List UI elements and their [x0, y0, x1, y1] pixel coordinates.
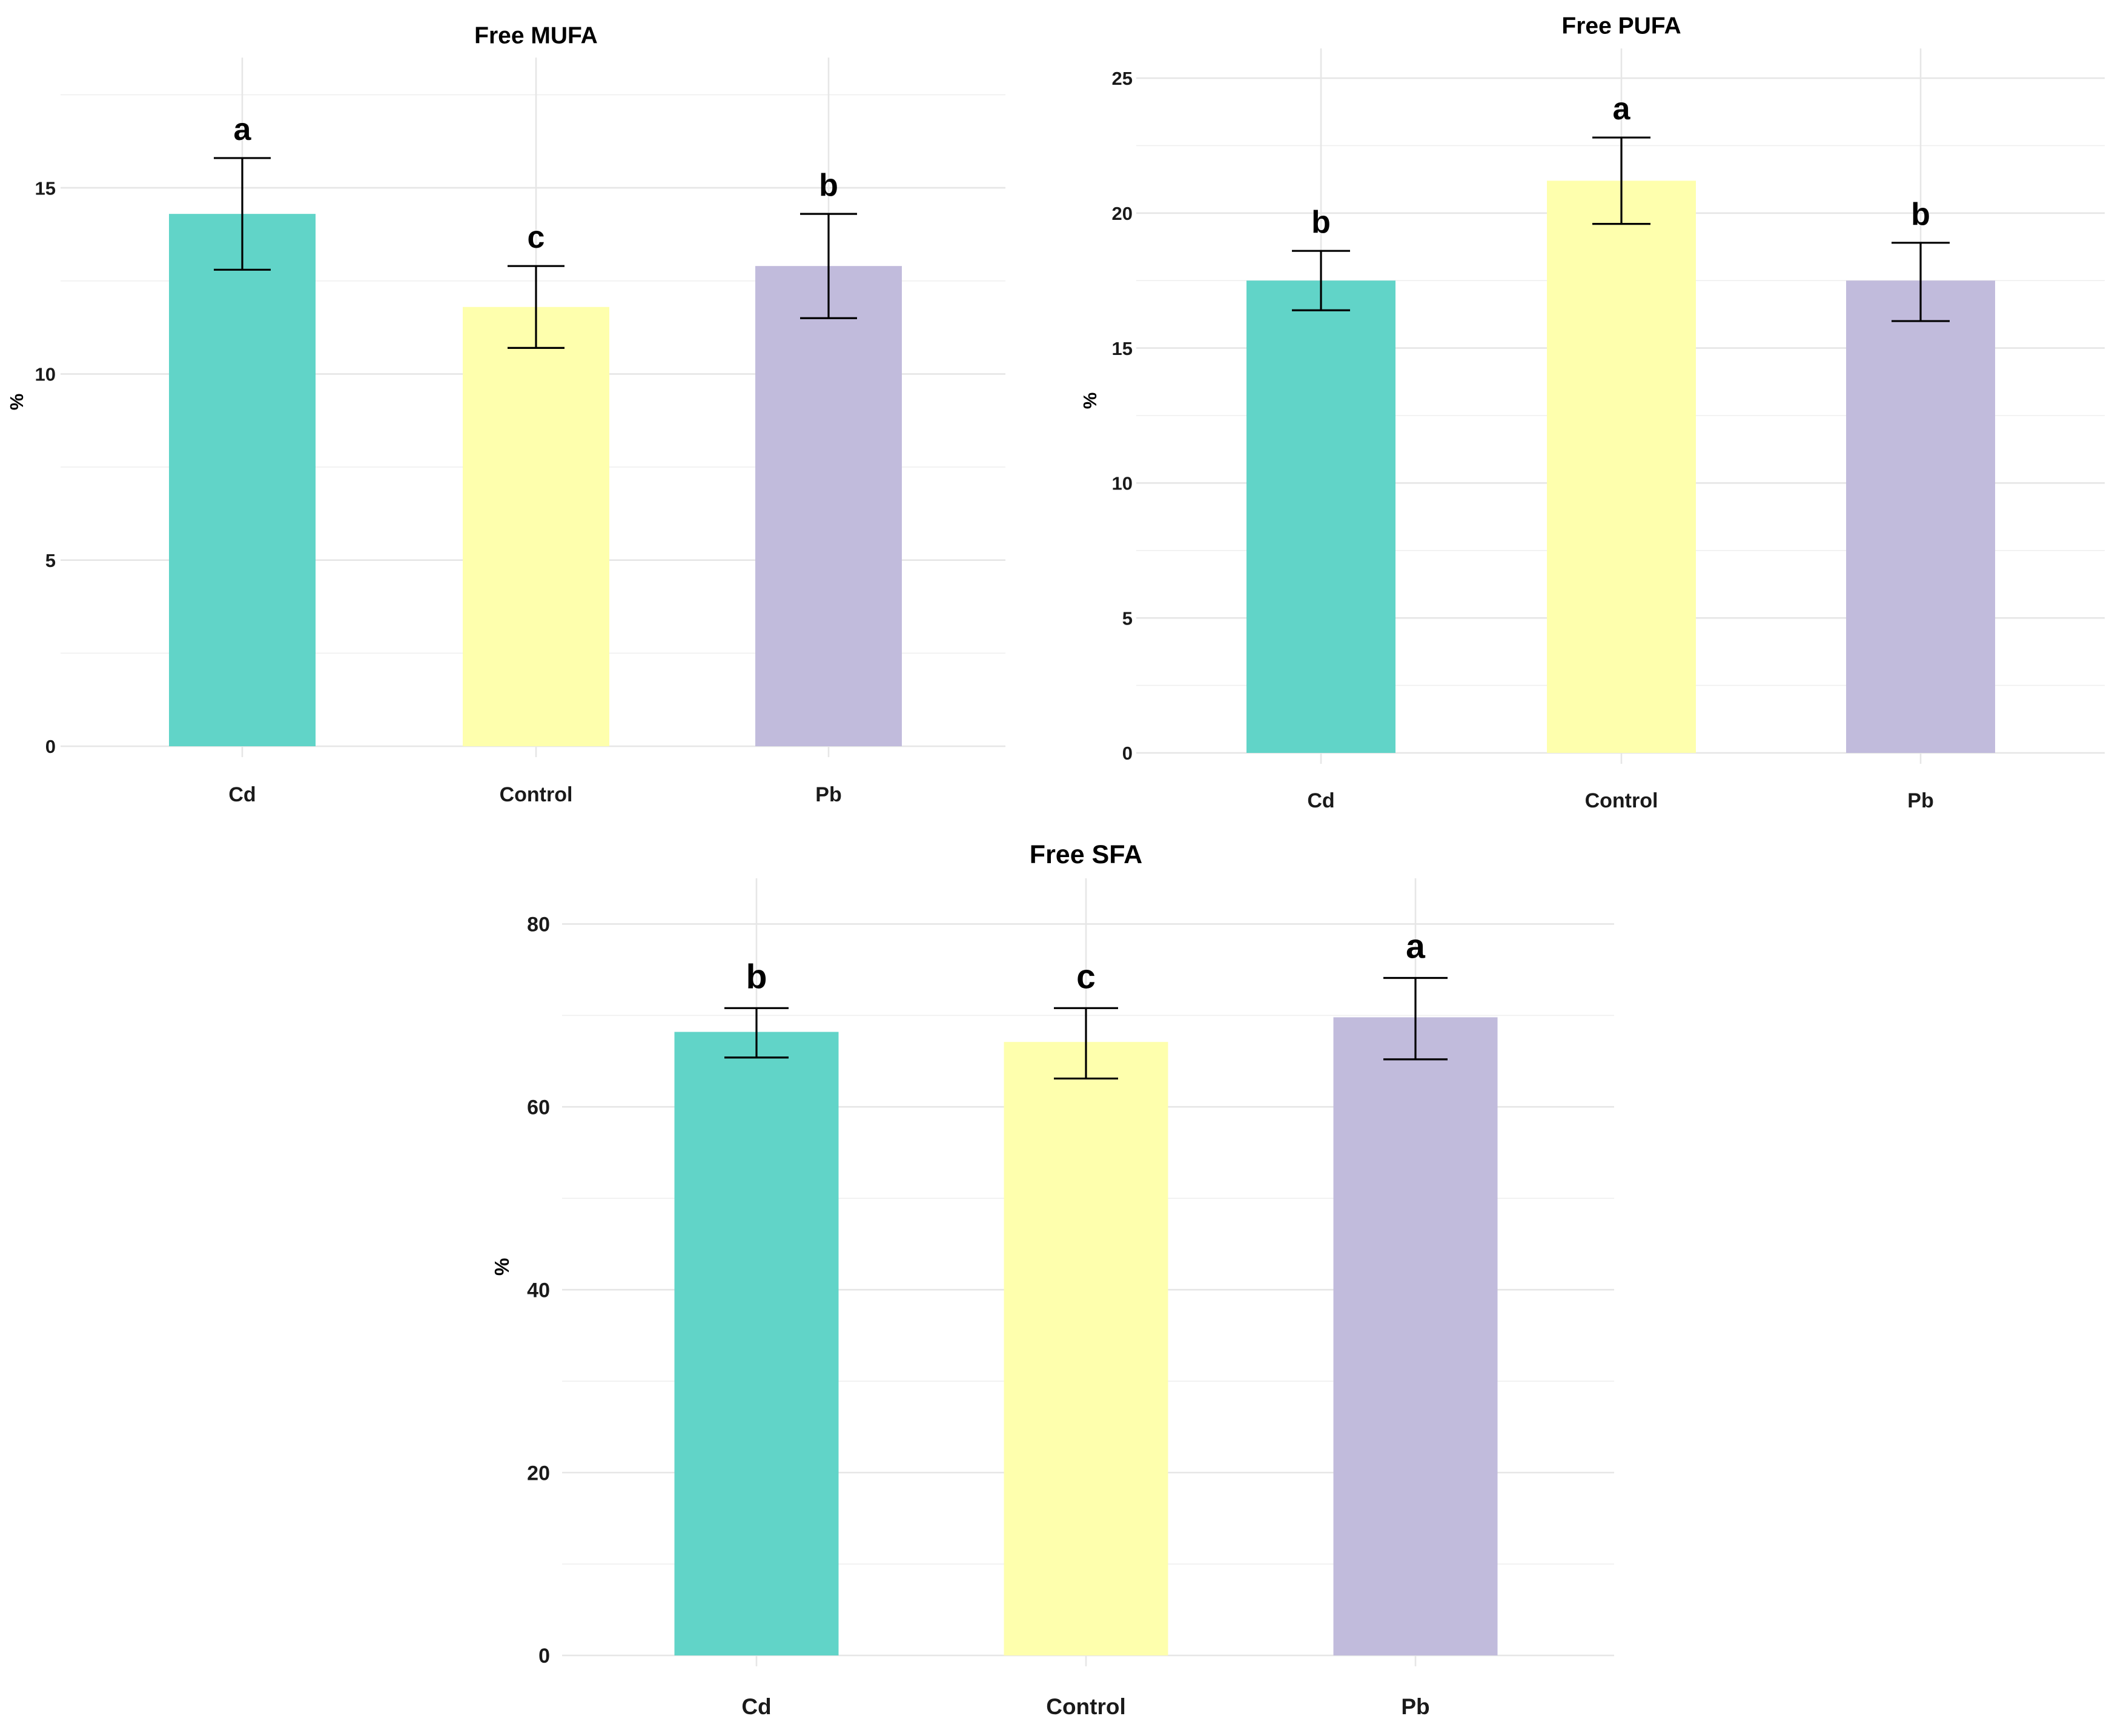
significance-label: b: [746, 957, 767, 996]
y-tick-label: 5: [45, 550, 56, 571]
significance-label: c: [528, 220, 545, 255]
significance-label: a: [1406, 927, 1426, 966]
x-tick-label: Pb: [815, 783, 841, 806]
chart-title: Free SFA: [1030, 840, 1142, 869]
bar-control: [1547, 181, 1696, 753]
x-tick-label: Control: [500, 783, 573, 806]
chart-title: Free PUFA: [1561, 13, 1681, 39]
significance-label: b: [1311, 205, 1331, 240]
y-axis-title: %: [1079, 393, 1101, 409]
chart-free-pufa: 0 5 10 15 20 25 b Cd a Control b Pb Free PUFA%: [1079, 13, 2105, 812]
x-tick-label: Cd: [228, 783, 256, 806]
y-tick-label: 0: [538, 1645, 550, 1668]
x-tick-label: Cd: [741, 1694, 771, 1719]
x-tick-label: Control: [1585, 789, 1658, 812]
x-tick-label: Pb: [1907, 789, 1933, 812]
y-axis-title: %: [491, 1258, 513, 1276]
x-tick-label: Pb: [1401, 1694, 1429, 1719]
bar-cd: [169, 214, 316, 746]
x-tick-label: Control: [1046, 1694, 1126, 1719]
y-axis-title: %: [6, 394, 27, 411]
y-tick-label: 10: [35, 364, 56, 385]
bar-pb: [1333, 1017, 1498, 1655]
y-tick-label: 0: [45, 736, 56, 757]
significance-label: b: [819, 168, 838, 203]
bar-control: [1004, 1042, 1168, 1655]
significance-label: a: [234, 112, 252, 147]
bar-cd: [1246, 280, 1395, 754]
y-tick-label: 5: [1122, 608, 1133, 629]
chart-title: Free MUFA: [474, 23, 598, 49]
y-tick-label: 15: [35, 177, 56, 199]
bar-pb: [1846, 280, 1995, 754]
significance-label: a: [1613, 91, 1631, 127]
y-tick-label: 10: [1112, 473, 1133, 494]
y-tick-label: 0: [1122, 743, 1133, 764]
chart-free-sfa: 0 20 40 60 80 b Cd c Control a Pb Free SFA%: [491, 840, 1614, 1719]
y-tick-label: 25: [1112, 68, 1133, 89]
x-tick-label: Cd: [1307, 789, 1334, 812]
bar-control: [463, 306, 609, 746]
significance-label: b: [1911, 197, 1930, 232]
y-tick-label: 40: [527, 1279, 550, 1302]
significance-label: c: [1076, 957, 1096, 996]
y-tick-label: 20: [527, 1462, 550, 1485]
chart-free-mufa: 0 5 10 15 a Cd c Control b Pb Free MUFA%: [6, 23, 1005, 806]
y-tick-label: 60: [527, 1096, 550, 1119]
y-tick-label: 80: [527, 913, 550, 936]
bar-pb: [755, 266, 902, 746]
y-tick-label: 20: [1112, 203, 1133, 224]
bar-cd: [674, 1032, 839, 1655]
y-tick-label: 15: [1112, 338, 1133, 359]
